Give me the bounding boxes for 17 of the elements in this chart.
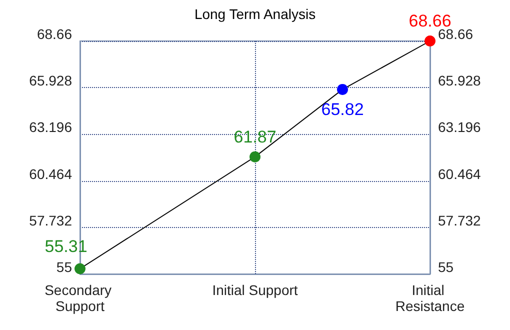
y2-tick-label: 57.732 xyxy=(438,212,482,228)
y-tick-label: 65.928 xyxy=(29,72,72,89)
x-tick-label: Initial Support xyxy=(212,282,298,298)
x-tick-label: Secondary Support xyxy=(44,282,116,314)
y-tick-label: 63.196 xyxy=(29,119,72,136)
y-tick-label: 60.464 xyxy=(29,166,72,182)
x-tick-label: Initial Resistance xyxy=(395,282,465,314)
chart-title: Long Term Analysis xyxy=(194,6,316,22)
y-tick-label: 55 xyxy=(56,259,72,275)
y2-tick-label: 65.928 xyxy=(438,72,482,89)
y2-tick-label: 60.464 xyxy=(438,166,482,182)
data-label: 61.87 xyxy=(234,127,276,146)
y2-tick-label: 63.196 xyxy=(438,119,482,136)
y2-tick-label: 55 xyxy=(438,259,454,275)
data-label: 65.82 xyxy=(321,100,364,119)
y-tick-label: 68.66 xyxy=(36,26,72,42)
y-tick-label: 57.732 xyxy=(29,212,72,228)
